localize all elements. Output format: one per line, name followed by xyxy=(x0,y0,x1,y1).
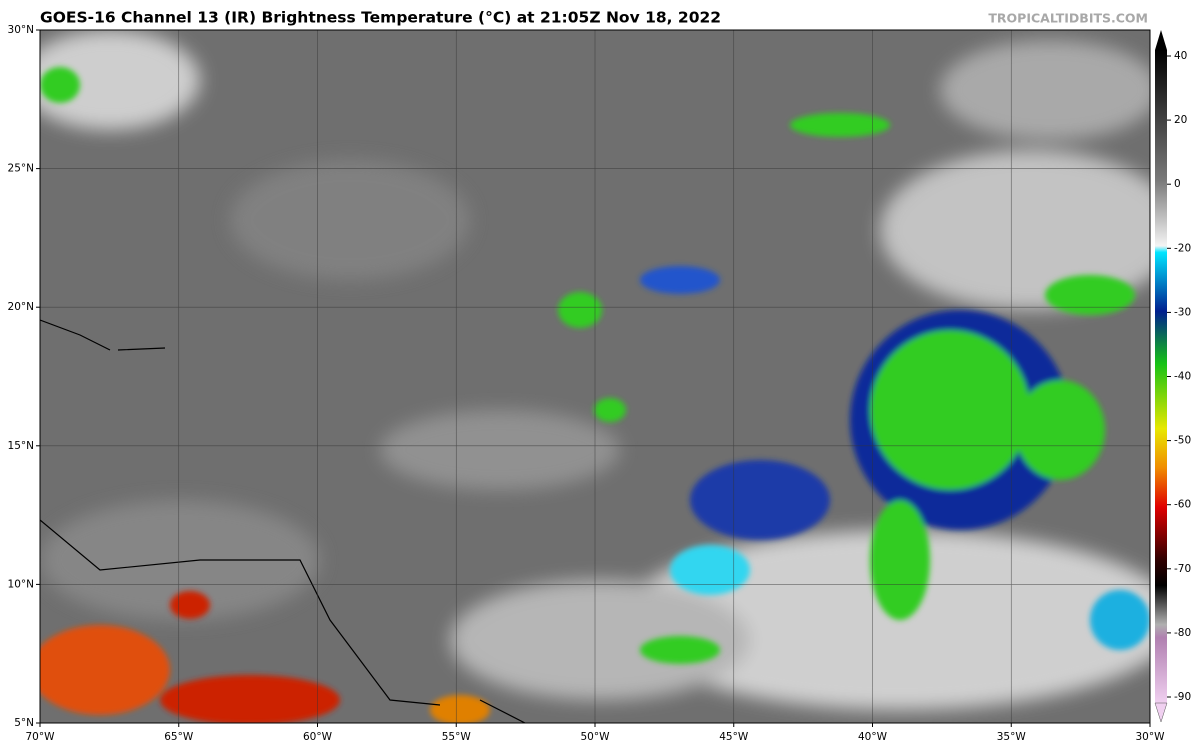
satellite-image xyxy=(40,30,1150,723)
colorbar xyxy=(1155,50,1167,703)
colorbar-label: -80 xyxy=(1174,627,1191,639)
latitude-label: 25°N xyxy=(8,163,34,175)
colorbar-label: -30 xyxy=(1174,306,1191,318)
latitude-label: 30°N xyxy=(8,24,34,36)
longitude-label: 60°W xyxy=(303,731,333,743)
longitude-label: 70°W xyxy=(26,731,56,743)
longitude-label: 50°W xyxy=(581,731,611,743)
title: GOES-16 Channel 13 (IR) Brightness Tempe… xyxy=(40,9,721,27)
latitude-label: 10°N xyxy=(8,578,34,590)
longitude-label: 40°W xyxy=(858,731,888,743)
colorbar-label: -60 xyxy=(1174,499,1191,511)
longitude-label: 35°W xyxy=(997,731,1027,743)
colorbar-label: -90 xyxy=(1174,691,1191,703)
longitude-label: 30°W xyxy=(1136,731,1166,743)
colorbar-label: 40 xyxy=(1174,50,1187,62)
colorbar-label: -20 xyxy=(1174,242,1191,254)
latitude-label: 20°N xyxy=(8,301,34,313)
longitude-label: 65°W xyxy=(164,731,194,743)
colorbar-label: -50 xyxy=(1174,435,1191,447)
longitude-label: 45°W xyxy=(719,731,749,743)
colorbar-label: -70 xyxy=(1174,563,1191,575)
colorbar-label: -40 xyxy=(1174,371,1191,383)
colorbar-top-arrow xyxy=(1155,30,1167,50)
latitude-label: 5°N xyxy=(14,717,34,729)
latitude-label: 15°N xyxy=(8,440,34,452)
watermark: TROPICALTIDBITS.COM xyxy=(988,11,1148,26)
colorbar-bottom-arrow xyxy=(1154,702,1168,723)
colorbar-label: 0 xyxy=(1174,178,1181,190)
colorbar-label: 20 xyxy=(1174,114,1187,126)
longitude-label: 55°W xyxy=(442,731,472,743)
